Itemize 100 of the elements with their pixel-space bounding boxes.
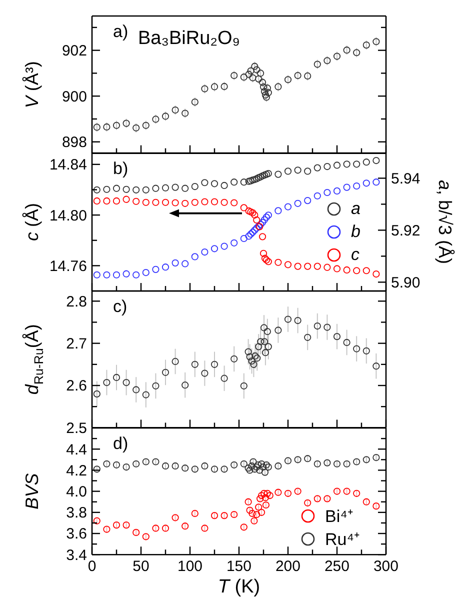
y-tick-label: 4.4: [66, 441, 88, 458]
point: [122, 378, 130, 386]
chart-title: b): [113, 159, 128, 178]
point: [103, 197, 110, 205]
point: [210, 198, 218, 206]
point: [210, 180, 218, 188]
point: [294, 487, 302, 495]
y2-tick-label: 5.92: [391, 222, 420, 240]
point: [210, 82, 218, 90]
point: [182, 109, 189, 116]
point: [93, 390, 100, 398]
point: [122, 463, 130, 470]
point: [343, 184, 350, 191]
point: [284, 261, 292, 268]
point: [372, 270, 380, 278]
point: [333, 162, 341, 169]
point: [304, 334, 312, 341]
point: [142, 391, 150, 398]
point: [314, 192, 321, 200]
point: [333, 460, 341, 468]
point: [142, 186, 150, 194]
point: [258, 218, 266, 226]
point: [264, 490, 271, 497]
point: [324, 162, 331, 170]
point: [353, 160, 360, 168]
point: [182, 464, 189, 472]
point: [353, 345, 360, 352]
point: [172, 259, 179, 266]
point: [255, 343, 262, 350]
point: [152, 382, 160, 390]
point: [274, 488, 282, 496]
point: [245, 207, 252, 215]
point: [304, 499, 312, 506]
point: [191, 182, 198, 190]
point: [245, 70, 252, 78]
point: [142, 458, 150, 465]
point: [122, 521, 130, 528]
point: [304, 197, 312, 204]
point: [333, 187, 341, 194]
point: [112, 184, 120, 192]
point: [264, 170, 272, 178]
point: [182, 200, 189, 207]
point: [314, 460, 321, 468]
point: [191, 510, 198, 517]
legend-label: c: [351, 245, 360, 265]
point: [162, 184, 170, 192]
point: [255, 174, 262, 182]
point: [284, 316, 292, 323]
point: [230, 239, 238, 246]
point: [250, 360, 258, 368]
y-tick-label: 898: [62, 134, 88, 151]
point: [162, 524, 170, 532]
point: [210, 245, 218, 252]
point: [314, 60, 321, 68]
point: [201, 524, 208, 532]
point: [103, 460, 110, 468]
point: [247, 230, 254, 238]
y-tick-label: 2.7: [66, 336, 88, 353]
point: [264, 328, 271, 336]
point: [362, 41, 370, 48]
point: [201, 179, 208, 186]
point: [264, 88, 272, 96]
point: [112, 122, 120, 129]
point: [362, 180, 370, 187]
point: [103, 123, 110, 130]
point: [353, 490, 360, 497]
point: [191, 253, 198, 260]
point: [182, 382, 189, 389]
point: [324, 494, 331, 502]
point: [372, 454, 380, 461]
y-tick-label: 2.5: [66, 420, 88, 437]
point: [201, 198, 208, 206]
x-tick-label: 250: [324, 558, 350, 575]
point: [162, 462, 170, 470]
y-tick-label: 3.8: [66, 504, 88, 522]
y-tick-label: 3.4: [66, 546, 88, 564]
point: [251, 226, 258, 234]
point: [294, 200, 302, 207]
chart-title: a): [113, 22, 128, 41]
point: [257, 173, 264, 180]
x-axis-title: T (K): [218, 576, 260, 598]
point: [249, 74, 256, 82]
point: [343, 266, 350, 274]
point: [220, 82, 228, 90]
point: [284, 490, 292, 497]
chart-title: d): [113, 434, 128, 453]
y-tick-label: 14.84: [49, 156, 87, 174]
point: [257, 338, 264, 346]
point: [93, 271, 100, 278]
x-tick-label: 100: [177, 558, 203, 575]
point: [132, 186, 140, 194]
point: [260, 338, 268, 346]
point: [103, 186, 110, 193]
point: [172, 199, 179, 206]
point: [294, 262, 302, 270]
point: [284, 168, 292, 175]
point: [362, 498, 370, 506]
point: [172, 358, 179, 366]
point: [333, 265, 341, 272]
point: [201, 84, 208, 92]
